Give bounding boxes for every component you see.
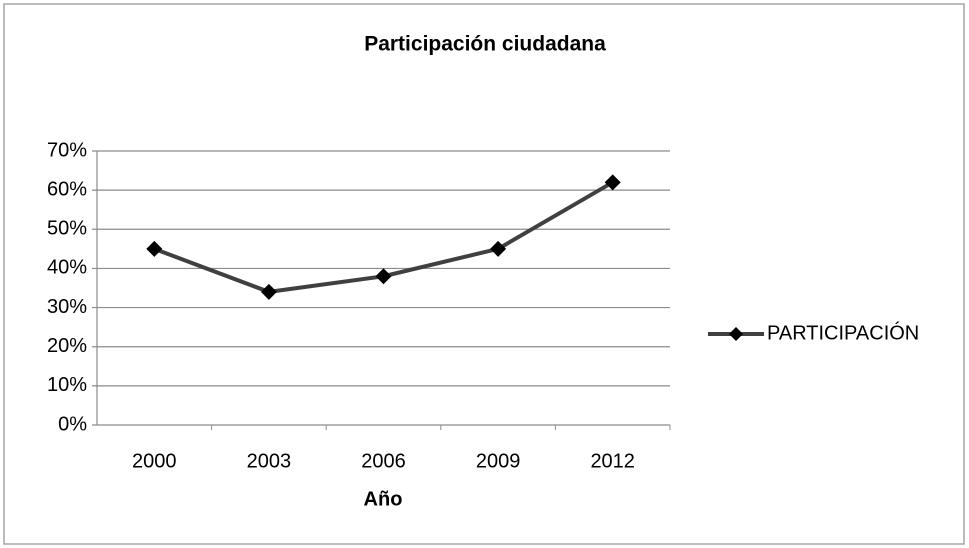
- x-tick-label: 2000: [132, 450, 177, 472]
- y-tick-label: 40%: [47, 257, 87, 279]
- y-tick-label: 10%: [47, 374, 87, 396]
- x-tick-label: 2009: [476, 450, 521, 472]
- marker: [260, 283, 277, 300]
- chart-title: Participación ciudadana: [364, 33, 606, 56]
- legend-marker: [729, 327, 743, 341]
- y-tick-label: 50%: [47, 218, 87, 240]
- marker: [604, 174, 621, 191]
- x-tick-label: 2012: [590, 450, 635, 472]
- y-tick-label: 70%: [47, 139, 87, 161]
- marker: [375, 268, 392, 285]
- y-tick-label: 0%: [58, 413, 87, 435]
- marker: [490, 240, 507, 257]
- x-tick-label: 2006: [361, 450, 406, 472]
- y-tick-label: 60%: [47, 178, 87, 200]
- marker: [146, 240, 163, 257]
- y-tick-label: 20%: [47, 335, 87, 357]
- y-tick-label: 30%: [47, 296, 87, 318]
- x-tick-label: 2003: [247, 450, 292, 472]
- chart-border: [3, 3, 965, 545]
- legend-label: PARTICIPACIÓN: [767, 321, 919, 344]
- x-axis-label: Año: [364, 488, 403, 510]
